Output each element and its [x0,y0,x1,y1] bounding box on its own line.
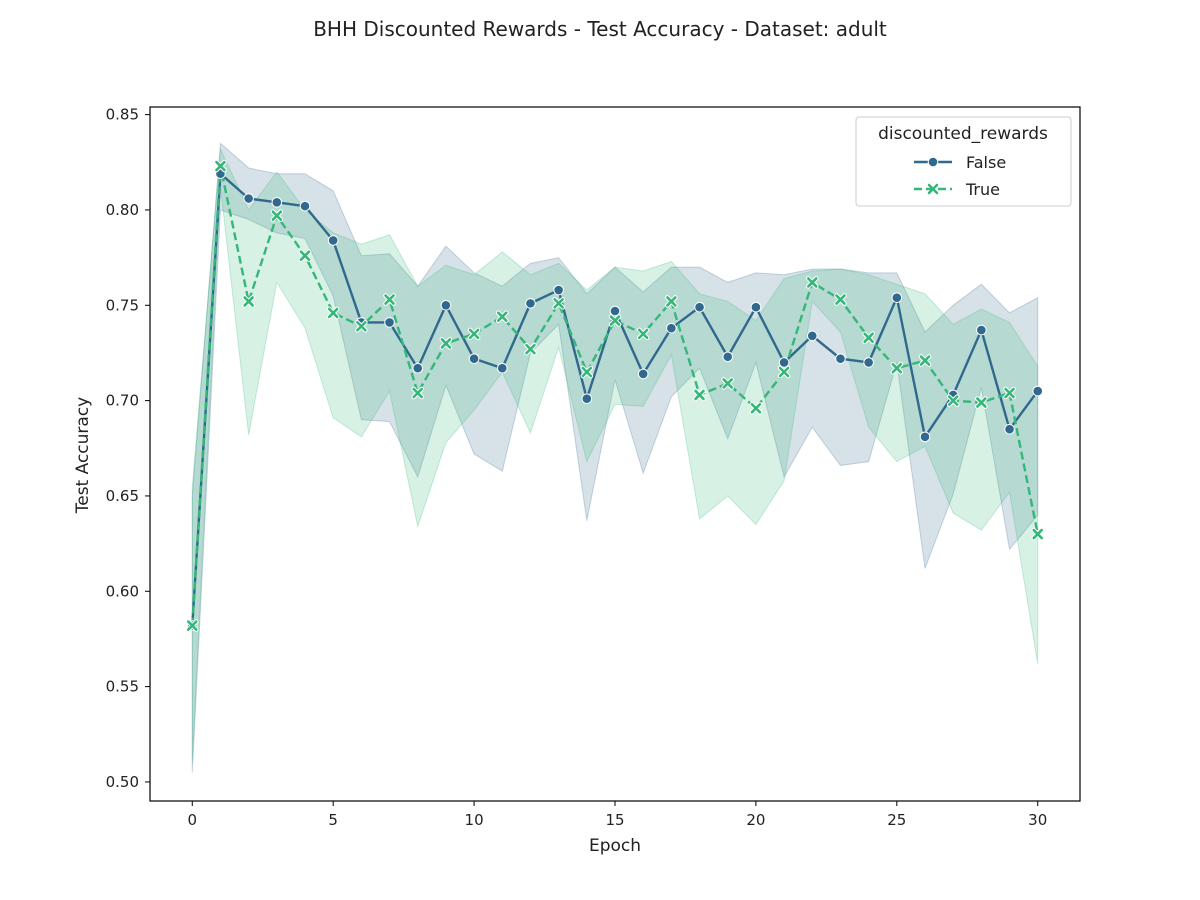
x-tick-label: 25 [887,811,906,829]
data-point-true [214,159,227,173]
data-point-true [439,337,453,350]
legend-label-false: False [966,153,1006,172]
legend-label-true: True [965,180,1000,199]
data-point-false [468,353,480,364]
data-point-true [636,327,650,341]
y-tick-label: 0.55 [106,678,139,696]
y-tick-label: 0.65 [106,487,139,505]
legend-item-false: False [914,153,1006,172]
data-point-true [890,361,904,375]
legend-item-true: True [914,180,1000,199]
data-point-false [666,322,677,334]
x-axis: 0 5 10 15 20 25 30 [187,801,1047,829]
data-point-true [326,306,340,320]
data-point-false [976,324,987,336]
y-tick-label: 0.70 [106,392,139,410]
x-tick-label: 30 [1028,811,1047,829]
data-point-false [694,301,705,313]
data-point-false [637,368,649,380]
x-axis-title: Epoch [589,836,641,856]
data-point-false [553,284,564,296]
chart-title: BHH Discounted Rewards - Test Accuracy -… [313,17,887,41]
x-tick-label: 5 [328,811,338,829]
data-point-true [580,365,594,379]
data-point-false [1032,385,1044,397]
data-point-true [495,310,509,324]
y-tick-label: 0.75 [106,296,139,314]
y-tick-label: 0.50 [106,773,139,791]
data-point-false [525,298,536,309]
data-point-true [777,365,791,379]
legend-marker-false [927,156,939,168]
data-point-true [185,619,199,632]
data-point-false [327,235,339,246]
data-point-true [721,377,735,390]
data-point-true [298,249,312,263]
data-point-false [1004,423,1015,435]
data-point-false [581,393,593,405]
legend-marker-true [927,183,939,195]
data-point-false [440,299,452,311]
legend: discounted_rewards False True [855,116,1072,207]
data-point-true [411,386,425,400]
data-point-true [862,331,875,344]
data-point-false [919,431,931,443]
confidence-bands [191,142,1039,773]
data-point-false [778,357,790,368]
data-point-false [271,197,283,208]
data-point-false [806,330,818,342]
y-tick-label: 0.80 [106,201,139,219]
data-point-true [524,342,537,356]
data-point-false [863,357,874,368]
y-tick-label: 0.60 [106,582,139,600]
data-point-true [608,314,622,327]
data-point-true [1003,386,1016,400]
data-point-false [609,305,621,317]
data-point-true [552,297,565,310]
data-point-true [467,327,481,341]
y-axis: 0.50 0.55 0.60 0.65 0.70 0.75 0.80 0.85 [106,106,150,791]
data-point-false [722,351,734,363]
data-point-true [665,295,678,308]
legend-box [855,116,1072,207]
data-point-false [750,301,762,313]
confidence-band-false [191,142,1039,773]
data-point-true [355,319,368,333]
data-point-true [918,354,932,367]
data-point-true [242,295,255,308]
y-axis-title: Test Accuracy [73,397,93,515]
data-point-true [975,396,988,409]
data-point-true [749,401,763,415]
data-point-false [243,193,254,204]
data-point-true [693,388,706,402]
x-tick-label: 10 [465,811,484,829]
data-point-false [299,200,311,212]
y-tick-label: 0.85 [106,106,139,124]
x-tick-label: 20 [746,811,765,829]
data-point-true [270,209,284,222]
data-point-false [384,317,395,328]
confidence-band-true [191,147,1039,763]
data-point-false [835,353,846,364]
data-point-false [412,362,424,374]
data-point-true [834,293,847,306]
data-point-false [496,362,508,374]
series-markers [185,159,1045,632]
legend-title: discounted_rewards [878,124,1048,144]
data-point-true [1031,527,1045,541]
data-point-true [946,394,960,407]
x-tick-label: 0 [187,811,197,829]
data-point-false [891,292,903,303]
data-point-true [383,293,396,306]
data-point-true [805,276,819,289]
x-tick-label: 15 [605,811,624,829]
